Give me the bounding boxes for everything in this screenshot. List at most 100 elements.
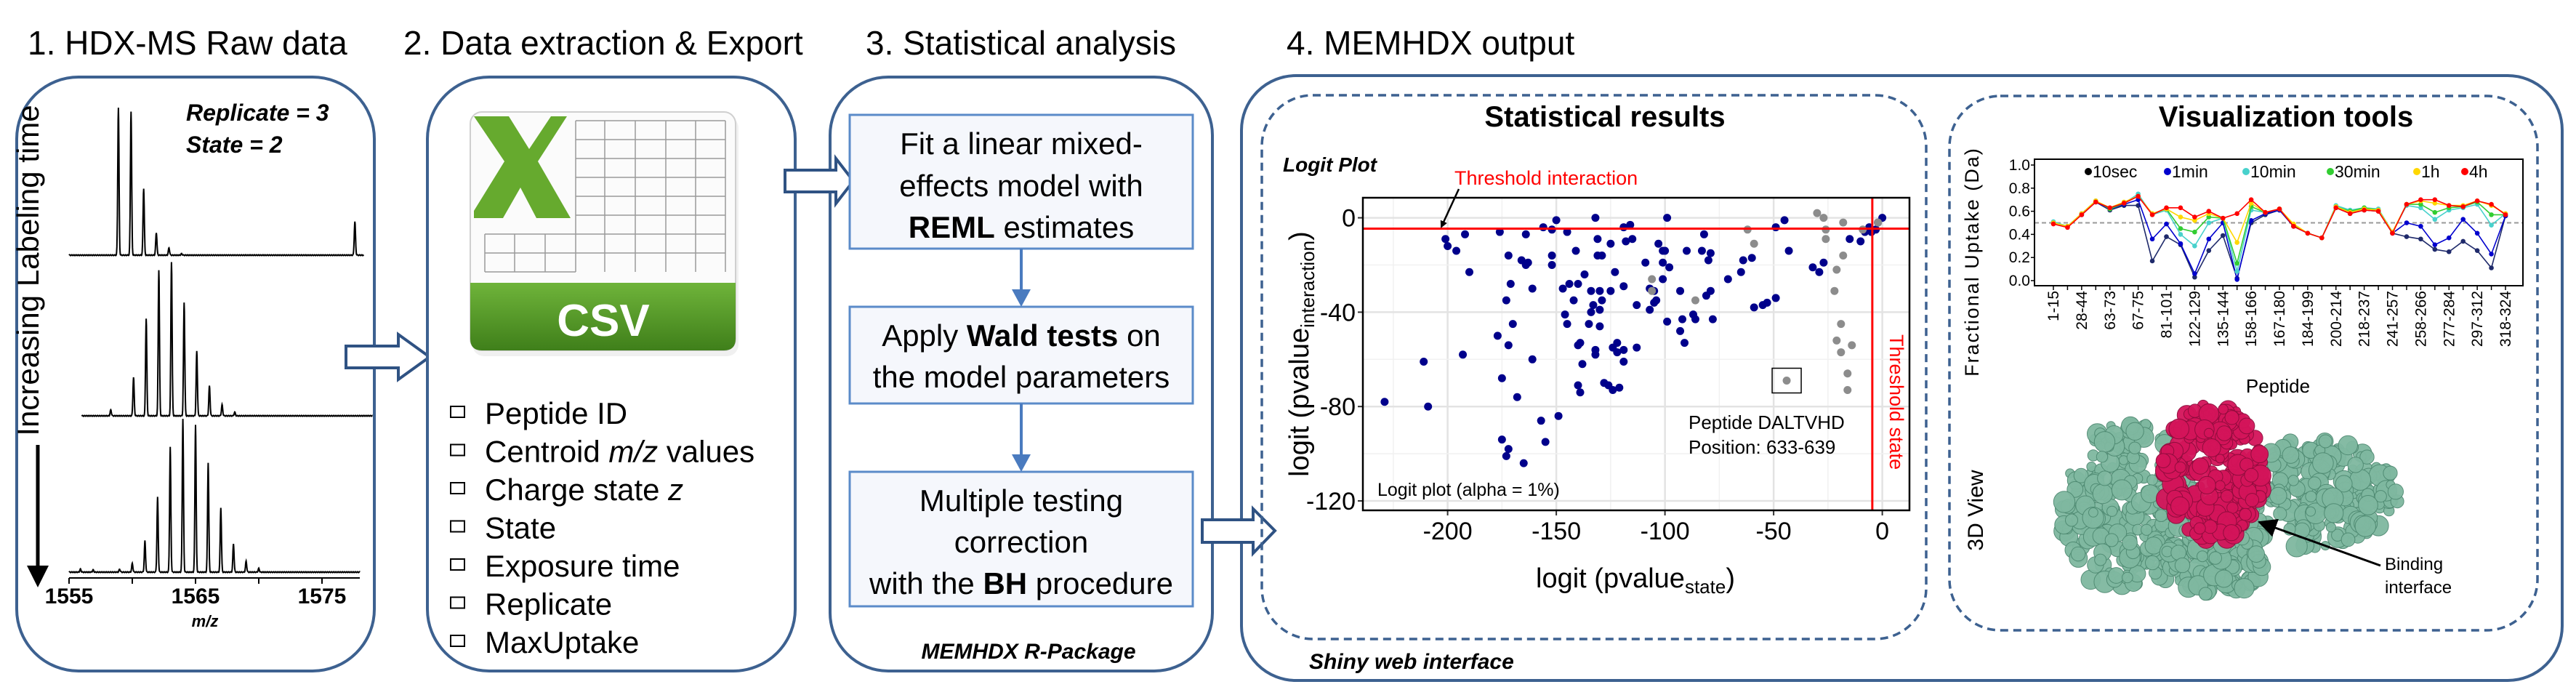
scatter-point-significant bbox=[1595, 286, 1604, 295]
scatter-point-significant bbox=[1591, 345, 1600, 354]
csv-item-label: Exposure time bbox=[485, 549, 680, 583]
step2-line2: the model parameters bbox=[873, 360, 1170, 394]
legend-item: 1min bbox=[2164, 162, 2208, 181]
scatter-point-significant bbox=[1723, 275, 1732, 284]
series-point bbox=[2164, 234, 2169, 239]
series-point bbox=[2178, 232, 2183, 237]
x-tick-label: -100 bbox=[1641, 518, 1690, 545]
scatter-point-significant bbox=[1578, 360, 1587, 369]
scatter-point-significant bbox=[1589, 301, 1598, 310]
plot-border bbox=[2034, 158, 2524, 286]
x-tick-label: -200 bbox=[1423, 518, 1473, 545]
scatter-point-significant bbox=[1571, 246, 1580, 255]
step3-line1: Multiple testing bbox=[919, 483, 1123, 518]
visualization-tools-title: Visualization tools bbox=[2159, 101, 2413, 133]
scatter-point-not-significant bbox=[1819, 214, 1828, 222]
y-tick-label: 0.4 bbox=[2009, 226, 2031, 243]
series-point bbox=[2206, 236, 2212, 242]
legend-item: 10min bbox=[2242, 162, 2296, 181]
y-tick-label: 0.8 bbox=[2009, 180, 2030, 197]
labeling-time-label: Increasing Labeling time bbox=[11, 105, 45, 435]
csv-column-list: Peptide ID Centroid m/z values Charge stat… bbox=[450, 396, 754, 659]
scatter-point-not-significant bbox=[1874, 218, 1883, 227]
scatter-point-significant bbox=[1513, 393, 1521, 401]
panel-raw-data: 1. HDX-MS Raw data Increasing Labeling t… bbox=[11, 24, 376, 672]
scatter-point-significant bbox=[1856, 237, 1865, 246]
series-point bbox=[2149, 212, 2155, 217]
checkbox-icon bbox=[450, 406, 465, 418]
scatter-point-significant bbox=[1380, 398, 1389, 406]
scatter-point-significant bbox=[1524, 258, 1532, 267]
series-point bbox=[2460, 217, 2466, 222]
scatter-point-significant bbox=[1613, 348, 1622, 357]
spectrum-3 bbox=[68, 419, 361, 574]
csv-file-icon: CSV bbox=[470, 111, 738, 356]
legend-label: 30min bbox=[2335, 162, 2380, 181]
legend-label: 1h bbox=[2421, 162, 2440, 181]
x-tick-label: -150 bbox=[1531, 518, 1581, 545]
series-point bbox=[2164, 221, 2169, 227]
x-tick-label: 158-166 bbox=[2243, 291, 2260, 347]
x-tick-label: 184-199 bbox=[2300, 291, 2317, 347]
scatter-point-significant bbox=[1424, 402, 1433, 411]
scatter-point-significant bbox=[1558, 284, 1567, 293]
scatter-point-significant bbox=[1819, 258, 1828, 267]
scatter-point-significant bbox=[1459, 350, 1468, 359]
series-point bbox=[2418, 205, 2423, 211]
series-point bbox=[2489, 252, 2494, 257]
step1-rest: estimates bbox=[995, 210, 1134, 244]
series-point bbox=[2432, 246, 2438, 252]
scatter-point-significant bbox=[1699, 230, 1708, 238]
series-point bbox=[2503, 212, 2508, 217]
legend-marker bbox=[2085, 168, 2092, 175]
series-point bbox=[2192, 271, 2197, 276]
state-label: State = 2 bbox=[186, 132, 283, 158]
scatter-point-significant bbox=[1846, 235, 1854, 244]
scatter-point-significant bbox=[1593, 235, 1602, 244]
flow-arrow-1-2 bbox=[345, 332, 432, 382]
series-point bbox=[2333, 205, 2339, 211]
scatter-point-not-significant bbox=[1832, 336, 1841, 345]
series-point bbox=[2178, 205, 2183, 211]
scatter-point-significant bbox=[1697, 246, 1706, 255]
scatter-point-significant bbox=[1704, 256, 1712, 265]
scatter-point-significant bbox=[1622, 237, 1630, 246]
scatter-point-significant bbox=[1497, 374, 1506, 382]
series-point bbox=[2305, 230, 2311, 236]
threshold-state-label: Threshold state bbox=[1885, 334, 1907, 470]
scatter-point-significant bbox=[1465, 268, 1474, 276]
series-point bbox=[2418, 223, 2423, 229]
series-point bbox=[2164, 205, 2169, 211]
scatter-point-not-significant bbox=[1822, 235, 1830, 244]
legend-marker bbox=[2327, 168, 2334, 175]
series-point bbox=[2206, 214, 2212, 220]
scatter-point-significant bbox=[1633, 301, 1641, 310]
series-point bbox=[2489, 212, 2494, 217]
step-multiple-testing: Multiple testing correction with the BH … bbox=[848, 470, 1194, 608]
scatter-point-significant bbox=[1563, 228, 1571, 236]
series-point bbox=[2206, 220, 2212, 225]
scatter-point-significant bbox=[1547, 260, 1556, 269]
wald-bold: Wald tests bbox=[967, 318, 1118, 353]
y-axis-label: Fractional Uptake (Da) bbox=[1961, 147, 1983, 377]
csv-item: Centroid m/z values bbox=[450, 435, 754, 469]
series-point bbox=[2432, 201, 2438, 206]
series-point bbox=[2474, 230, 2480, 236]
scatter-point-significant bbox=[1606, 239, 1615, 248]
item-italic: m/z bbox=[608, 435, 658, 469]
scatter-point-significant bbox=[1676, 286, 1685, 295]
y-tick-label: 0 bbox=[1342, 205, 1356, 233]
scatter-point-significant bbox=[1747, 254, 1756, 262]
series-point bbox=[2404, 220, 2410, 225]
csv-item-label: Charge state z bbox=[485, 473, 683, 507]
scatter-point-significant bbox=[1574, 279, 1582, 288]
series-point bbox=[2079, 212, 2085, 217]
panel-memhdx-output: 4. MEMHDX output Shiny web interface Sta… bbox=[1201, 24, 2564, 682]
series-point bbox=[2234, 240, 2239, 245]
logit-plot: -200 -150 -100 -50 0 0 -40 -80 -120 Threshold int… bbox=[1284, 167, 1911, 598]
step1-line3: REML estimates bbox=[909, 210, 1134, 244]
scatter-point-significant bbox=[1574, 381, 1582, 390]
series-point bbox=[2489, 222, 2494, 228]
checkbox-icon bbox=[450, 443, 465, 457]
